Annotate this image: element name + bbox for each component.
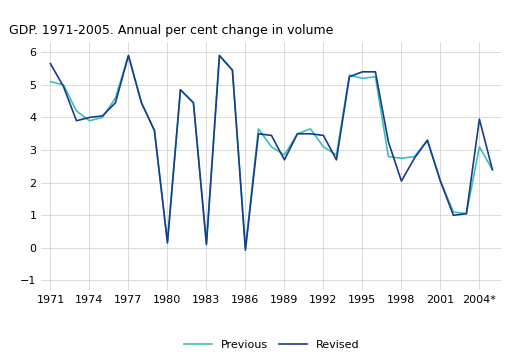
Revised (164, 241, 171, 245)
Previous (60, 83, 67, 87)
Revised (412, 156, 418, 160)
Previous (164, 239, 171, 244)
Revised (230, 68, 236, 72)
Revised (294, 132, 300, 136)
Previous (372, 75, 378, 79)
Previous (203, 241, 209, 245)
Revised (125, 53, 131, 58)
Previous (412, 154, 418, 159)
Previous (294, 132, 300, 136)
Previous (437, 179, 444, 183)
Previous (450, 210, 457, 214)
Previous (73, 109, 80, 113)
Revised (216, 53, 222, 58)
Revised (255, 132, 262, 136)
Line: Previous: Previous (51, 56, 492, 248)
Previous (242, 246, 249, 250)
Revised (203, 242, 209, 247)
Previous (139, 101, 145, 105)
Previous (268, 145, 275, 149)
Previous (346, 73, 353, 77)
Previous (255, 127, 262, 131)
Revised (321, 133, 327, 138)
Revised (424, 138, 431, 142)
Line: Revised: Revised (51, 56, 492, 250)
Previous (385, 154, 391, 159)
Revised (372, 70, 378, 74)
Previous (307, 127, 313, 131)
Revised (151, 129, 158, 133)
Previous (230, 68, 236, 72)
Previous (125, 53, 131, 58)
Revised (73, 119, 80, 123)
Previous (190, 101, 196, 105)
Previous (463, 212, 469, 216)
Previous (281, 153, 287, 157)
Revised (463, 212, 469, 216)
Revised (268, 133, 275, 138)
Revised (177, 88, 184, 92)
Revised (450, 213, 457, 217)
Previous (398, 156, 404, 160)
Previous (151, 129, 158, 133)
Revised (48, 62, 54, 66)
Revised (307, 132, 313, 136)
Revised (385, 140, 391, 144)
Previous (424, 138, 431, 142)
Revised (489, 167, 495, 172)
Previous (321, 145, 327, 149)
Revised (333, 158, 340, 162)
Revised (99, 114, 105, 118)
Revised (281, 158, 287, 162)
Revised (346, 75, 353, 79)
Revised (139, 101, 145, 105)
Previous (476, 145, 482, 149)
Revised (359, 70, 366, 74)
Text: GDP. 1971-2005. Annual per cent change in volume: GDP. 1971-2005. Annual per cent change i… (9, 24, 333, 37)
Previous (99, 115, 105, 120)
Previous (48, 80, 54, 84)
Previous (216, 53, 222, 58)
Previous (86, 119, 93, 123)
Previous (177, 88, 184, 92)
Previous (112, 96, 118, 100)
Previous (333, 153, 340, 157)
Revised (476, 117, 482, 121)
Revised (437, 179, 444, 183)
Revised (86, 115, 93, 120)
Legend: Previous, Revised: Previous, Revised (179, 335, 363, 354)
Revised (60, 84, 67, 88)
Previous (359, 76, 366, 80)
Revised (190, 101, 196, 105)
Revised (398, 179, 404, 183)
Revised (242, 248, 249, 252)
Previous (489, 167, 495, 172)
Revised (112, 101, 118, 105)
